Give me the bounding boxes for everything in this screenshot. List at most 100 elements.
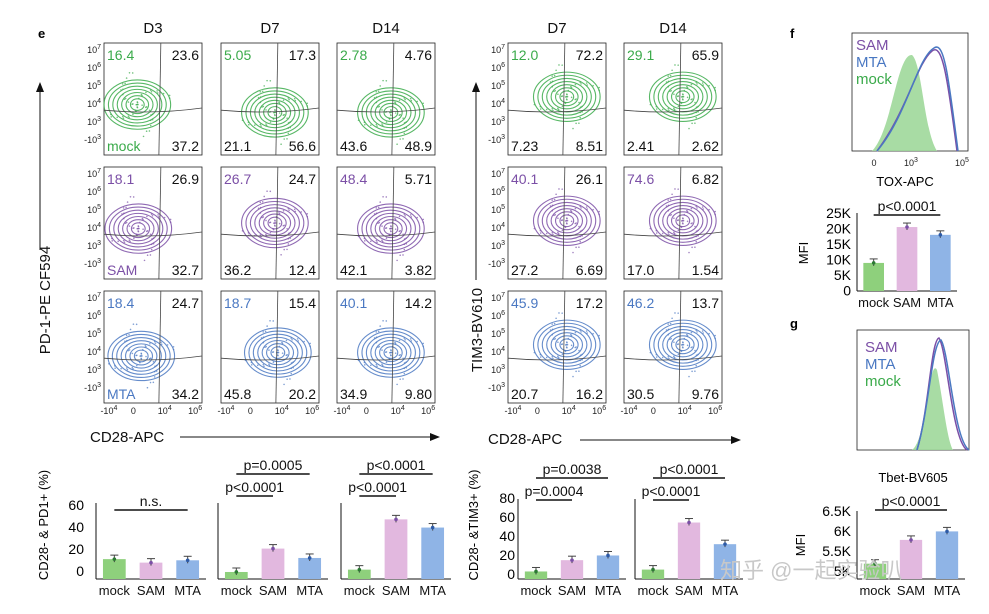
contour-dot bbox=[133, 237, 135, 240]
contour-line bbox=[249, 93, 300, 132]
hist-f-legend-SAM: SAM bbox=[856, 37, 889, 54]
contour-dot bbox=[714, 334, 716, 337]
contour-dot bbox=[280, 143, 282, 146]
pd1-ytick: 105 bbox=[87, 204, 101, 215]
contour-dot bbox=[142, 228, 144, 230]
contour-dot bbox=[575, 122, 577, 125]
watermark: 知乎 @一起实验叭 bbox=[720, 558, 902, 583]
tim3-plot-r1-c0-q-ur: 26.1 bbox=[576, 171, 603, 187]
barpd1-0-point bbox=[185, 558, 190, 563]
hist-f-xtick: 0 bbox=[871, 158, 876, 168]
contour-dot bbox=[398, 215, 401, 218]
contour-dot bbox=[162, 92, 165, 95]
tim3-ytick: 107 bbox=[491, 292, 505, 303]
contour-dot bbox=[552, 109, 554, 112]
contour-dot bbox=[268, 364, 271, 367]
contour-dot bbox=[677, 105, 680, 108]
contour-dot bbox=[404, 214, 406, 217]
barpd1-2-bar-MTA bbox=[421, 527, 445, 579]
barpd1-2-bar-SAM bbox=[384, 519, 408, 579]
contour-dot bbox=[148, 130, 151, 132]
contour-dot bbox=[135, 323, 138, 326]
tim3-plot-r1-c0-contours bbox=[532, 188, 601, 254]
contour-dot bbox=[261, 90, 264, 93]
bar-f-xlabel-SAM: SAM bbox=[893, 295, 921, 310]
contour-dot bbox=[416, 216, 419, 219]
pd1-plot-r2-c2-xtick: 106 bbox=[421, 405, 435, 416]
contour-dot bbox=[149, 342, 151, 345]
barpd1-0-bar-MTA bbox=[176, 560, 200, 579]
contour-dot bbox=[135, 354, 137, 357]
pd1-plot-r2-c1-xtick: 0 bbox=[248, 406, 253, 416]
contour-dot bbox=[578, 370, 580, 372]
contour-line bbox=[670, 211, 695, 231]
contour-dot bbox=[139, 355, 141, 357]
contour-dot bbox=[592, 84, 594, 87]
tim3-ytick: 103 bbox=[491, 116, 505, 127]
contour-dot bbox=[570, 96, 573, 99]
bar-g-xlabel-MTA: MTA bbox=[934, 583, 961, 598]
contour-dot bbox=[394, 228, 397, 230]
contour-dot bbox=[714, 210, 716, 213]
contour-dot bbox=[557, 355, 559, 358]
contour-line bbox=[117, 212, 159, 245]
contour-dot bbox=[376, 241, 378, 244]
contour-dot bbox=[655, 356, 658, 358]
contour-dot bbox=[670, 213, 672, 216]
contour-dot bbox=[277, 349, 279, 351]
contour-dot bbox=[286, 138, 288, 140]
contour-dot bbox=[375, 90, 378, 93]
contour-dot bbox=[375, 239, 378, 242]
pd1-ytick: 104 bbox=[87, 222, 101, 233]
contour-line bbox=[357, 327, 425, 378]
contour-dot bbox=[110, 116, 113, 118]
bar-f-bar-SAM bbox=[896, 227, 918, 291]
contour-dot bbox=[553, 74, 556, 77]
pd1-plot-r0-c1-q-lr: 56.6 bbox=[289, 138, 316, 154]
contour-line bbox=[249, 204, 300, 242]
contour-dot bbox=[674, 312, 676, 314]
contour-dot bbox=[381, 123, 383, 125]
contour-dot bbox=[278, 112, 281, 114]
contour-dot bbox=[122, 207, 125, 209]
contour-dot bbox=[579, 240, 582, 243]
contour-dot bbox=[262, 331, 265, 333]
contour-dot bbox=[686, 85, 688, 88]
tim3-plot-r1-c1-q-lr: 1.54 bbox=[692, 262, 719, 278]
contour-dot bbox=[364, 123, 366, 126]
contour-dot bbox=[262, 363, 265, 366]
contour-line bbox=[532, 71, 601, 122]
contour-dot bbox=[570, 85, 572, 88]
barpd1-0-xlabel-SAM: SAM bbox=[137, 583, 165, 598]
pd1-plot-r2-c1-q-ll: 45.8 bbox=[224, 386, 251, 402]
contour-dot bbox=[667, 231, 670, 234]
contour-dot bbox=[265, 233, 267, 236]
tim3-plot-r1-c1-frame bbox=[623, 166, 723, 280]
contour-dot bbox=[677, 64, 679, 66]
pd1-plot-r0-c0-q-ul: 16.4 bbox=[107, 47, 134, 63]
contour-dot bbox=[381, 109, 383, 111]
hist-f-legend-mock: mock bbox=[856, 71, 892, 88]
contour-dot bbox=[265, 219, 267, 222]
contour-dot bbox=[382, 319, 384, 322]
hist-g-legend-MTA: MTA bbox=[865, 356, 896, 373]
contour-dot bbox=[379, 201, 382, 203]
pd1-plot-r2-c0-group-label: MTA bbox=[107, 386, 136, 402]
contour-dot bbox=[379, 325, 382, 327]
contour-line bbox=[559, 338, 575, 352]
tim3-plot-r0-c0-gate-h bbox=[507, 107, 607, 113]
contour-dot bbox=[691, 370, 693, 373]
barpd1-y-axis-title: CD28- & PD1+ (%) bbox=[36, 470, 51, 580]
contour-dot bbox=[390, 354, 392, 357]
bar-g-xlabel-mock: mock bbox=[859, 583, 891, 598]
tim3-plot-r2-c1-gate-v bbox=[678, 290, 682, 404]
contour-line bbox=[559, 90, 575, 104]
contour-dot bbox=[266, 325, 268, 327]
contour-line bbox=[670, 335, 695, 355]
contour-line bbox=[550, 208, 584, 234]
pd1-plot-r1-c1-gate-v bbox=[275, 166, 279, 280]
contour-dot bbox=[163, 216, 166, 219]
contour-dot bbox=[132, 113, 134, 116]
tim3-ytick: 105 bbox=[491, 80, 505, 91]
contour-dot bbox=[124, 97, 127, 100]
